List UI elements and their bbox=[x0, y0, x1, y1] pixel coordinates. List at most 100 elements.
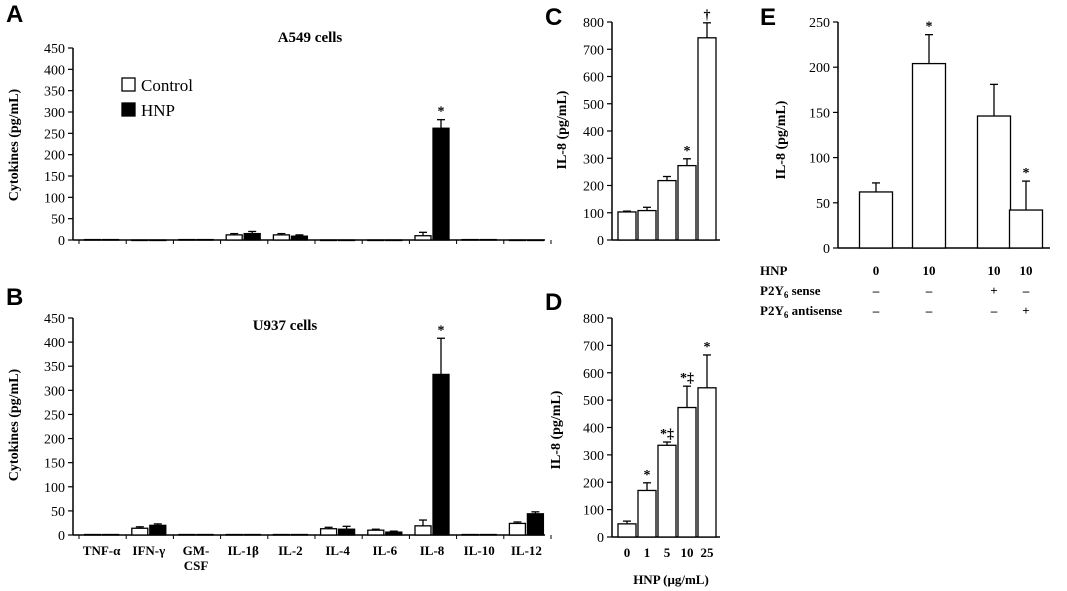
chart-title: U937 cells bbox=[253, 318, 318, 334]
condition-cell: – bbox=[872, 283, 880, 298]
y-tick-label: 200 bbox=[44, 433, 65, 448]
x-tick-label: IL-2 bbox=[278, 543, 303, 558]
significance-marker: *‡ bbox=[660, 427, 674, 442]
bar bbox=[385, 531, 403, 536]
significance-marker: * bbox=[1023, 166, 1030, 181]
legend-swatch bbox=[121, 77, 136, 92]
y-tick-label: 500 bbox=[583, 98, 604, 113]
x-tick-label: IL-12 bbox=[511, 543, 542, 558]
chart-title: A549 cells bbox=[278, 30, 343, 46]
condition-cell: – bbox=[990, 303, 998, 318]
bar bbox=[697, 37, 717, 241]
bar bbox=[976, 115, 1012, 249]
y-tick-label: 300 bbox=[583, 449, 604, 464]
y-tick-label: 700 bbox=[583, 43, 604, 58]
y-tick-label: 600 bbox=[583, 71, 604, 86]
condition-table: HNP 0 10 10 10 P2Y6 sense – – + – P2Y6 antisense – –… bbox=[760, 263, 1033, 320]
y-tick-label: 100 bbox=[809, 152, 830, 167]
bar bbox=[677, 164, 697, 241]
y-tick-label: 800 bbox=[583, 312, 604, 327]
significance-marker: * bbox=[438, 323, 445, 338]
y-tick-label: 600 bbox=[583, 367, 604, 382]
x-tick-label: 1 bbox=[644, 545, 651, 560]
y-tick-label: 300 bbox=[44, 106, 65, 121]
condition-row-label: P2Y6 antisense bbox=[760, 303, 842, 320]
condition-suffix: sense bbox=[788, 283, 820, 298]
bar bbox=[149, 524, 167, 536]
legend-label: Control bbox=[141, 76, 193, 95]
condition-cell: 10 bbox=[1020, 263, 1033, 278]
bar bbox=[225, 234, 243, 241]
y-tick-label: 450 bbox=[44, 42, 65, 57]
bar bbox=[508, 522, 527, 536]
x-tick-label: 0 bbox=[624, 545, 631, 560]
y-tick-label: 500 bbox=[583, 394, 604, 409]
x-tick-label: 10 bbox=[681, 545, 694, 560]
bar bbox=[677, 406, 697, 538]
bar bbox=[367, 529, 385, 536]
bar bbox=[319, 528, 338, 536]
x-tick-label: IL-6 bbox=[373, 543, 398, 558]
condition-cell: + bbox=[990, 283, 997, 298]
bar bbox=[385, 239, 403, 242]
bar bbox=[367, 239, 385, 242]
y-tick-label: 200 bbox=[809, 61, 830, 76]
bar bbox=[178, 238, 196, 241]
y-axis-label: IL-8 (pg/mL) bbox=[774, 100, 789, 179]
bar bbox=[319, 239, 338, 242]
y-tick-label: 300 bbox=[44, 384, 65, 399]
bar bbox=[414, 235, 432, 241]
legend: Control HNP bbox=[121, 76, 193, 120]
bar bbox=[101, 533, 120, 536]
y-axis-label: Cytokines (pg/mL) bbox=[7, 88, 22, 201]
bar bbox=[617, 523, 637, 538]
condition-row-label: P2Y6 sense bbox=[760, 283, 821, 300]
y-tick-label: 0 bbox=[58, 234, 65, 249]
significance-marker: * bbox=[704, 340, 711, 355]
y-tick-label: 800 bbox=[583, 16, 604, 31]
bar bbox=[196, 238, 214, 241]
x-axis-label: HNP (μg/mL) bbox=[633, 572, 709, 587]
bar bbox=[272, 533, 291, 536]
condition-suffix: antisense bbox=[788, 303, 842, 318]
bar bbox=[178, 533, 196, 536]
x-tick-label: CSF bbox=[184, 558, 209, 573]
bar bbox=[479, 533, 497, 536]
bar bbox=[225, 533, 243, 536]
condition-cell: – bbox=[1022, 283, 1030, 298]
bar bbox=[290, 235, 309, 241]
bar bbox=[272, 234, 291, 241]
subscript: 6 bbox=[784, 290, 789, 300]
y-tick-label: 450 bbox=[44, 312, 65, 327]
condition-row-label: HNP bbox=[760, 263, 788, 278]
bar bbox=[83, 533, 102, 536]
panel-letter: E bbox=[760, 4, 776, 31]
condition-cell: 0 bbox=[873, 263, 880, 278]
condition-cell: 10 bbox=[988, 263, 1001, 278]
y-tick-label: 400 bbox=[583, 422, 604, 437]
condition-cell: 10 bbox=[923, 263, 936, 278]
significance-marker: * bbox=[644, 468, 651, 483]
y-tick-label: 100 bbox=[583, 504, 604, 519]
y-axis-label: IL-8 (pg/mL) bbox=[549, 390, 564, 469]
y-tick-label: 50 bbox=[51, 213, 65, 228]
condition-cell: – bbox=[925, 283, 933, 298]
panel-c: C 0 100 200 300 400 500 600 700 800 IL-8 (pg/mL) * † bbox=[545, 4, 720, 249]
panel-letter: A bbox=[6, 1, 23, 28]
bar bbox=[337, 239, 356, 242]
x-tick-label: IFN-γ bbox=[132, 543, 165, 558]
y-tick-label: 200 bbox=[583, 476, 604, 491]
panel-b: B 0 50 100 150 200 250 300 350 400 450 Cytokines (p… bbox=[6, 284, 552, 573]
panel-letter: C bbox=[545, 4, 562, 31]
y-tick-label: 150 bbox=[44, 170, 65, 185]
bar bbox=[911, 62, 947, 249]
bar bbox=[526, 513, 545, 536]
x-tick-label: IL-8 bbox=[420, 543, 445, 558]
condition-cell: – bbox=[872, 303, 880, 318]
bar bbox=[290, 533, 309, 536]
y-axis-label: IL-8 (pg/mL) bbox=[555, 90, 570, 169]
bar bbox=[637, 489, 657, 538]
bar bbox=[243, 232, 261, 241]
